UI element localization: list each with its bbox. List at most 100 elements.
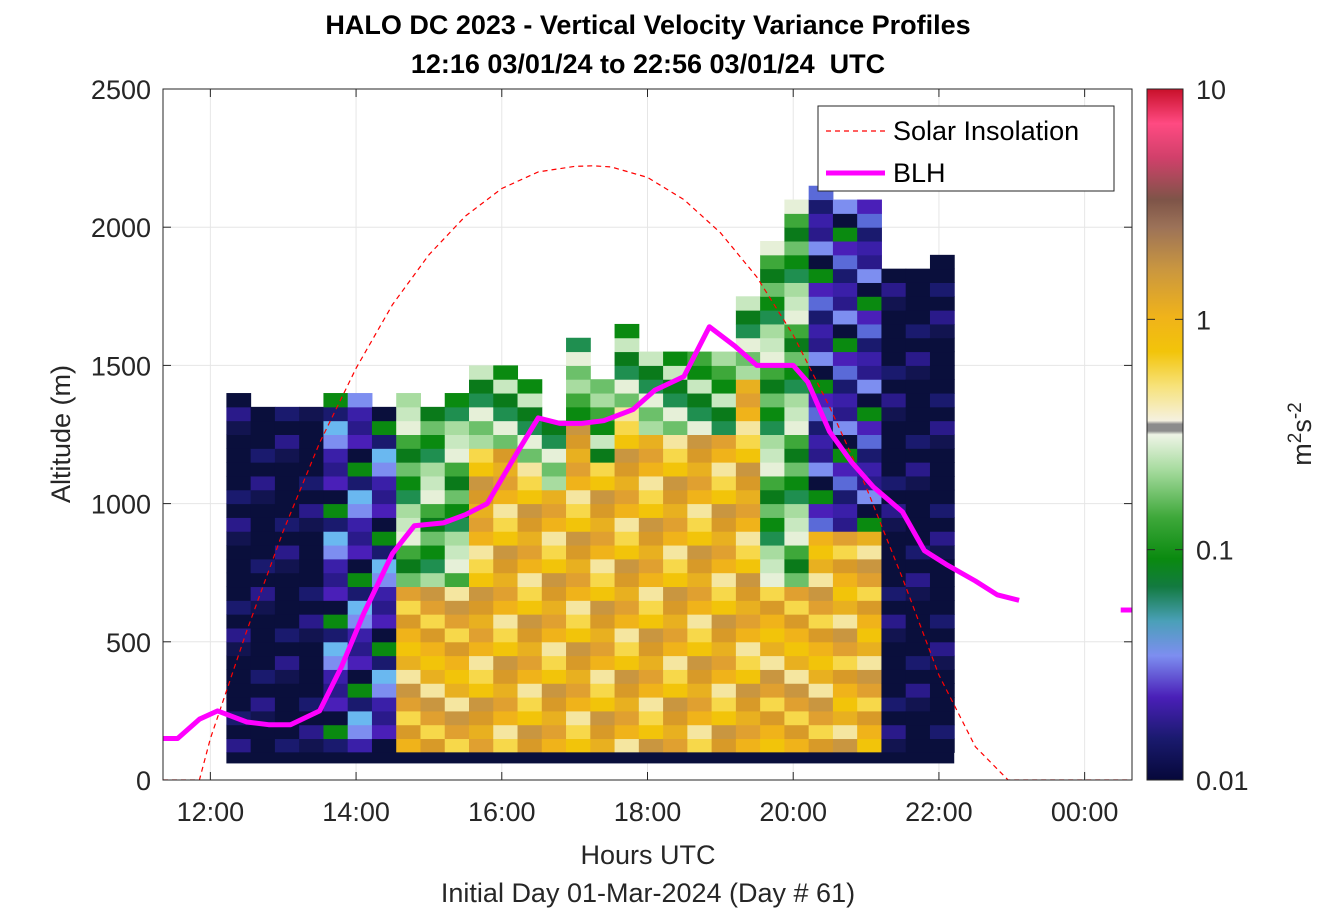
heatmap-cell [711,697,737,712]
heatmap-cell [808,697,834,712]
heatmap-cell [663,710,688,726]
heatmap-cell [493,641,519,657]
heatmap-cell [420,600,446,615]
heatmap-cell [857,710,882,726]
heatmap-cell [687,738,713,753]
heatmap-cell [857,655,882,670]
heatmap-cell [929,337,955,353]
heatmap-cell [663,517,688,532]
heatmap-cell [371,641,397,657]
heatmap-cell [784,254,810,270]
heatmap-cell [735,420,761,435]
heatmap-cell [638,572,664,588]
heatmap-cell [469,531,494,546]
heatmap-cell [444,448,470,463]
heatmap-cell [420,503,446,518]
heatmap-cell [444,489,470,505]
heatmap-cell [590,503,616,518]
heatmap-cell [250,475,276,491]
heatmap-cell [638,600,664,615]
heatmap-cell [638,558,664,574]
heatmap-cell [541,669,567,684]
heatmap-cell [323,406,349,422]
heatmap-cell [832,199,858,214]
heatmap-cell [566,600,591,615]
heatmap-cell [808,627,834,643]
heatmap-cell [760,531,785,546]
heatmap-cell [663,669,688,684]
heatmap-cell [299,462,324,477]
heatmap-cell [808,614,834,629]
heatmap-cell [735,627,761,643]
heatmap-cell [469,655,494,670]
heatmap-cell [808,572,834,588]
x-tick-label: 14:00 [322,797,390,827]
heatmap-cell [808,724,834,740]
heatmap-cell [663,448,688,463]
heatmap-cell [881,462,907,477]
heatmap-cell [687,503,713,518]
heatmap-cell [590,489,616,505]
heatmap-cell [299,531,324,546]
heatmap-cell [371,697,397,712]
heatmap-cell [929,268,955,283]
heatmap-cell [590,683,616,698]
heatmap-cell [929,323,955,339]
heatmap-cell [638,503,664,518]
heatmap-cell [493,669,519,684]
heatmap-cell [760,710,785,726]
heatmap-cell [832,558,858,574]
heatmap-cell [444,738,470,753]
heatmap-cell [371,600,397,615]
heatmap-cell [832,738,858,753]
heatmap-cell [566,517,591,532]
heatmap-cell [517,600,543,615]
heatmap-cell [444,600,470,615]
heatmap-cell [566,545,591,560]
heatmap-cell [784,641,810,657]
heatmap-cell [299,627,324,643]
heatmap-cell [881,365,907,380]
heatmap-cell [274,724,300,740]
heatmap-cell [250,572,276,588]
heatmap-cell [929,282,955,297]
heatmap-cell [517,738,543,753]
heatmap-cell [371,531,397,546]
heatmap-cell [299,683,324,698]
heatmap-cell [905,475,931,491]
heatmap-cell [881,323,907,339]
heatmap-cell [832,724,858,740]
heatmap-cell [832,614,858,629]
heatmap-cell [784,475,810,491]
heatmap-cell [905,503,931,518]
heatmap-cell [274,683,300,698]
heatmap-cell [663,627,688,643]
heatmap-cell [735,697,761,712]
heatmap-cell [590,379,616,394]
heatmap-cell [614,462,640,477]
heatmap-cell [444,655,470,670]
heatmap-cell [760,462,785,477]
heatmap-cell [396,406,421,422]
heatmap-cell [808,503,834,518]
heatmap-cell [638,462,664,477]
heatmap-cell [226,614,252,629]
heatmap-cell [832,406,858,422]
heatmap-cell [250,517,276,532]
heatmap-cell [735,545,761,560]
heatmap-cell [905,434,931,449]
heatmap-cell [760,614,785,629]
heatmap-cell [784,268,810,283]
heatmap-cell [226,545,252,560]
heatmap-cell [735,641,761,657]
heatmap-cell [250,724,276,740]
heatmap-cell [226,572,252,588]
heatmap-cell [299,489,324,505]
heatmap-cell [711,558,737,574]
heatmap-cell [687,697,713,712]
heatmap-cell [469,683,494,698]
heatmap-cell [347,531,373,546]
heatmap-cell [541,738,567,753]
heatmap-cell [808,531,834,546]
heatmap-cell [832,683,858,698]
